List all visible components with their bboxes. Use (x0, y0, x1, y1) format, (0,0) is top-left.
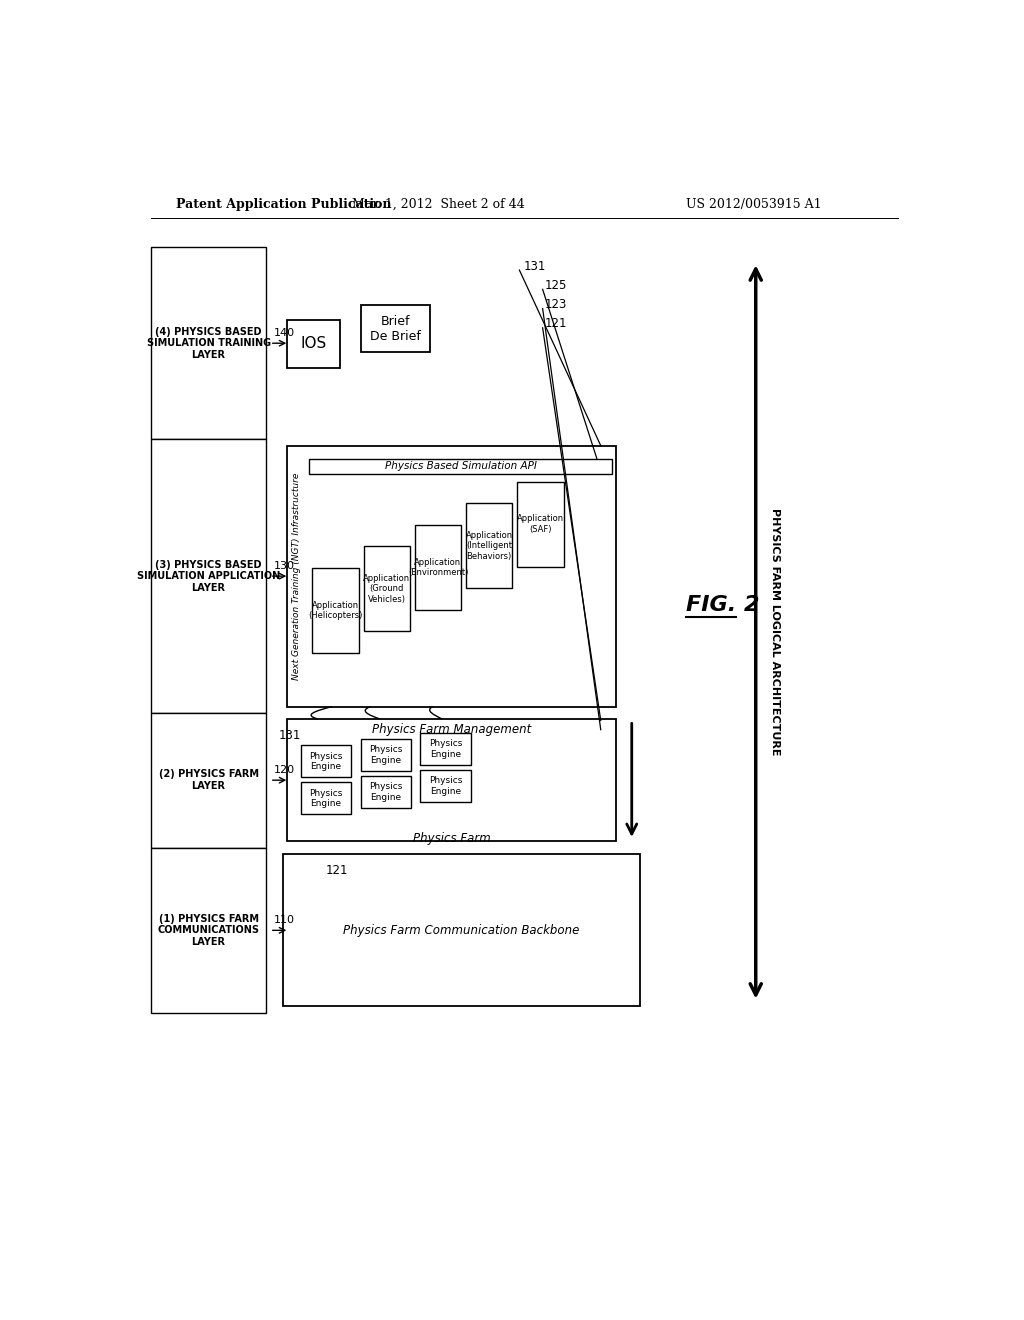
Bar (517, 482, 563, 566)
Text: Application
(Intelligent
Behaviors): Application (Intelligent Behaviors) (466, 531, 513, 561)
Text: (3) PHYSICS BASED
SIMULATION APPLICATION
LAYER: (3) PHYSICS BASED SIMULATION APPLICATION… (137, 560, 281, 593)
Bar (152, 440, 266, 713)
Bar (415, 525, 461, 610)
Text: 130: 130 (273, 561, 295, 572)
Bar (466, 503, 512, 589)
Text: 131: 131 (280, 730, 301, 742)
Bar (301, 781, 351, 814)
Bar (152, 847, 266, 1014)
Text: Physics
Engine: Physics Engine (369, 783, 402, 801)
Text: (4) PHYSICS BASED
SIMULATION TRAINING
LAYER: (4) PHYSICS BASED SIMULATION TRAINING LA… (146, 326, 270, 360)
Text: 120: 120 (273, 766, 295, 775)
Text: Physics Based Simulation API: Physics Based Simulation API (385, 462, 537, 471)
Text: Mar. 1, 2012  Sheet 2 of 44: Mar. 1, 2012 Sheet 2 of 44 (351, 198, 524, 211)
Text: Physics Farm Communication Backbone: Physics Farm Communication Backbone (343, 924, 580, 937)
Text: 110: 110 (273, 915, 295, 925)
Text: Physics
Engine: Physics Engine (429, 739, 462, 759)
Text: Application
(Ground
Vehicles): Application (Ground Vehicles) (364, 574, 411, 603)
Bar (287, 719, 616, 841)
Bar (360, 776, 411, 808)
Bar (360, 305, 430, 352)
Text: Physics
Engine: Physics Engine (309, 751, 343, 771)
Text: (1) PHYSICS FARM
COMMUNICATIONS
LAYER: (1) PHYSICS FARM COMMUNICATIONS LAYER (158, 913, 260, 946)
Text: Physics
Engine: Physics Engine (369, 746, 402, 764)
Text: FIG. 2: FIG. 2 (686, 595, 760, 615)
Bar (287, 446, 616, 706)
Text: Application
(SAF): Application (SAF) (517, 515, 564, 533)
Bar (152, 247, 266, 440)
Text: Application
(Environment): Application (Environment) (408, 557, 468, 577)
Bar (360, 739, 411, 771)
Text: Next Generation Training (NGT) Infrastructure: Next Generation Training (NGT) Infrastru… (293, 473, 301, 680)
Text: 131: 131 (523, 260, 546, 273)
Bar (152, 713, 266, 847)
Text: Physics Farm Management: Physics Farm Management (372, 723, 531, 737)
Bar (287, 321, 340, 368)
Text: IOS: IOS (300, 337, 327, 351)
Text: Physics
Engine: Physics Engine (429, 776, 462, 796)
Text: Patent Application Publication: Patent Application Publication (176, 198, 391, 211)
Text: Physics Farm: Physics Farm (413, 832, 490, 845)
Text: 140: 140 (273, 329, 295, 338)
Text: Application
(Helicopters): Application (Helicopters) (308, 601, 362, 620)
Text: 121: 121 (545, 317, 567, 330)
Bar (308, 459, 612, 474)
Bar (420, 733, 471, 766)
Text: 125: 125 (545, 279, 567, 292)
Bar (364, 546, 410, 631)
Text: 123: 123 (545, 298, 567, 312)
Text: US 2012/0053915 A1: US 2012/0053915 A1 (686, 198, 821, 211)
Text: (2) PHYSICS FARM
LAYER: (2) PHYSICS FARM LAYER (159, 770, 259, 791)
Text: Physics
Engine: Physics Engine (309, 788, 343, 808)
Bar (312, 568, 359, 653)
Bar (301, 744, 351, 777)
Bar (420, 770, 471, 803)
Text: 121: 121 (326, 865, 348, 878)
Bar (283, 854, 640, 1006)
Text: Brief
De Brief: Brief De Brief (370, 314, 421, 343)
Text: PHYSICS FARM LOGICAL ARCHITECTURE: PHYSICS FARM LOGICAL ARCHITECTURE (770, 508, 780, 755)
